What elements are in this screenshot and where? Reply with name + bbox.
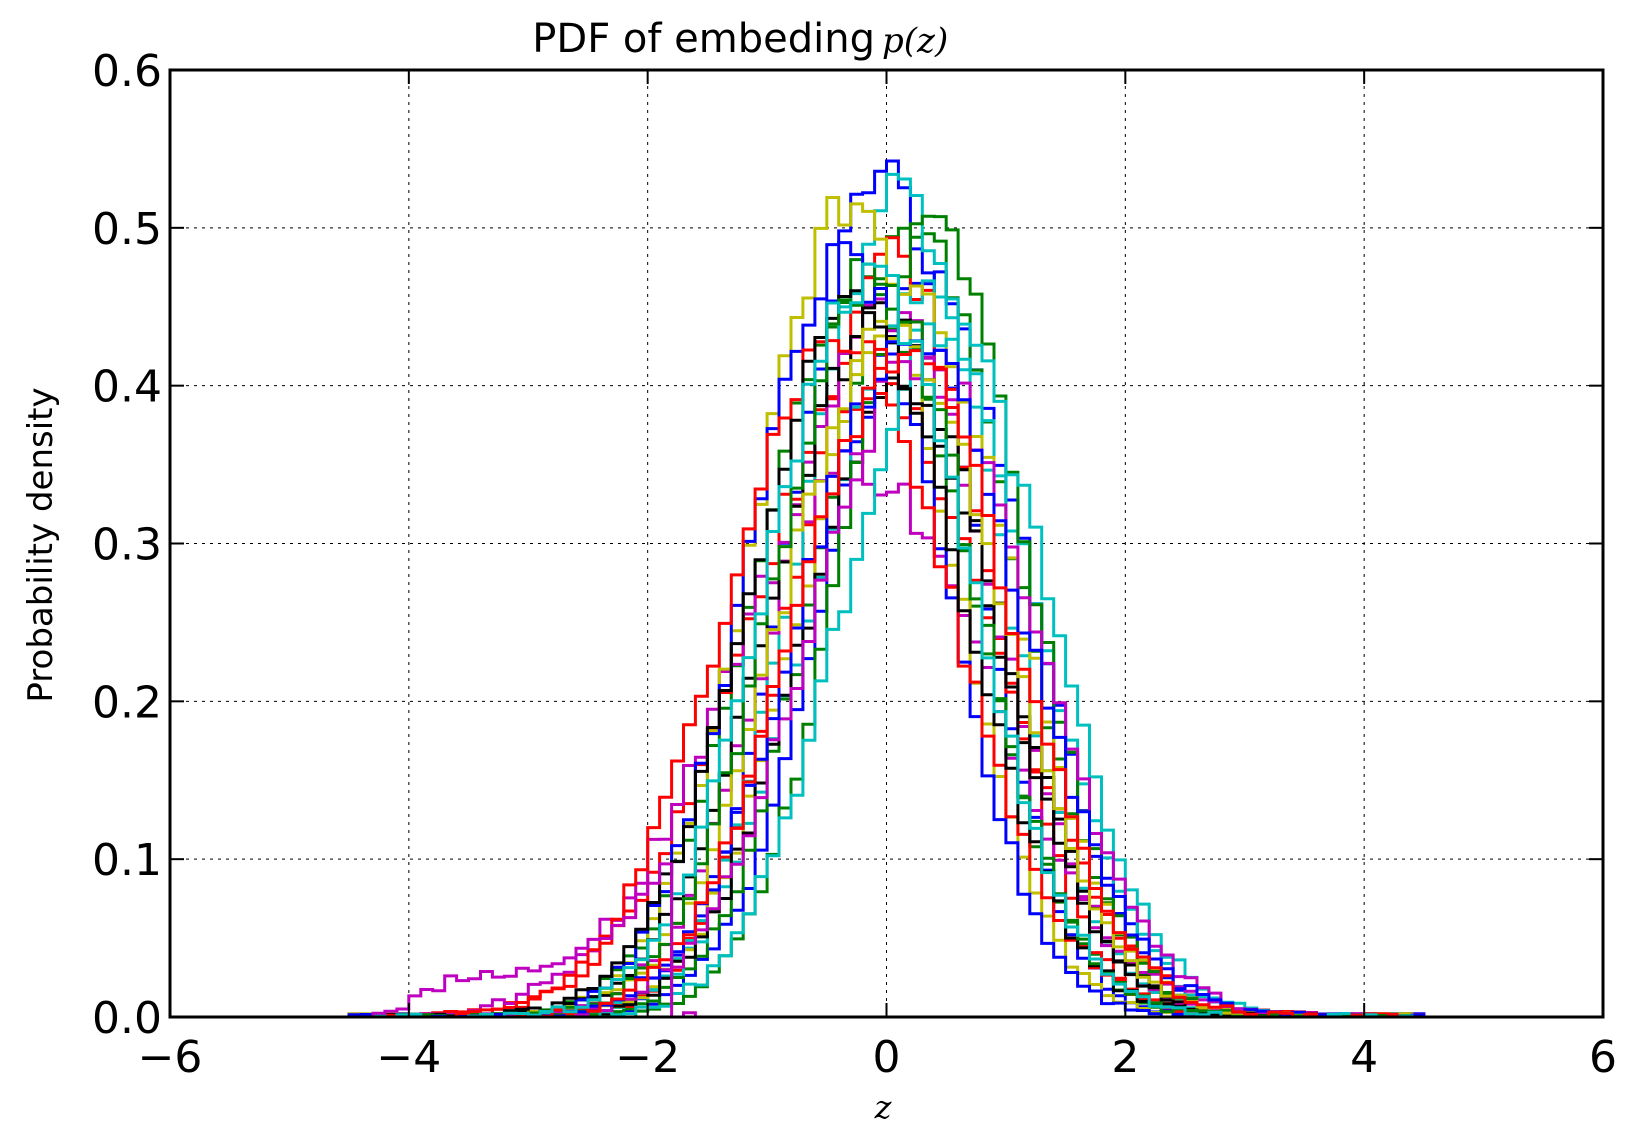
chart-title: PDF of embeding xyxy=(532,16,875,62)
histogram-series xyxy=(349,301,1424,1019)
y-tick-label: 0.5 xyxy=(92,204,162,255)
y-tick-label: 0.4 xyxy=(92,362,162,413)
x-tick-label: −2 xyxy=(615,1032,680,1083)
x-tick-label: −4 xyxy=(376,1032,441,1083)
x-tick-labels: −6 −4 −2 0 2 4 6 xyxy=(138,1032,1617,1083)
histogram-series xyxy=(349,262,1424,1019)
y-axis-label: Probability density xyxy=(21,387,61,702)
chart-title-math: p(z) xyxy=(882,21,948,61)
y-tick-labels: 0.0 0.1 0.2 0.3 0.4 0.5 0.6 xyxy=(92,46,162,1044)
x-tick-label: 6 xyxy=(1589,1032,1617,1083)
y-tick-label: 0.3 xyxy=(92,520,162,571)
y-tick-label: 0.0 xyxy=(92,993,162,1044)
x-tick-label: 4 xyxy=(1350,1032,1378,1083)
x-tick-label: −6 xyxy=(138,1032,203,1083)
ticks xyxy=(169,69,1604,1018)
x-tick-label: 2 xyxy=(1111,1032,1139,1083)
histogram-tail-series xyxy=(371,862,697,1019)
y-tick-label: 0.1 xyxy=(92,835,162,886)
grid xyxy=(170,70,1603,1017)
y-tick-label: 0.6 xyxy=(92,46,162,97)
x-axis-label: z xyxy=(874,1088,893,1126)
x-tick-label: 0 xyxy=(873,1032,901,1083)
y-tick-label: 0.2 xyxy=(92,677,162,728)
histogram-series xyxy=(349,376,1424,1019)
